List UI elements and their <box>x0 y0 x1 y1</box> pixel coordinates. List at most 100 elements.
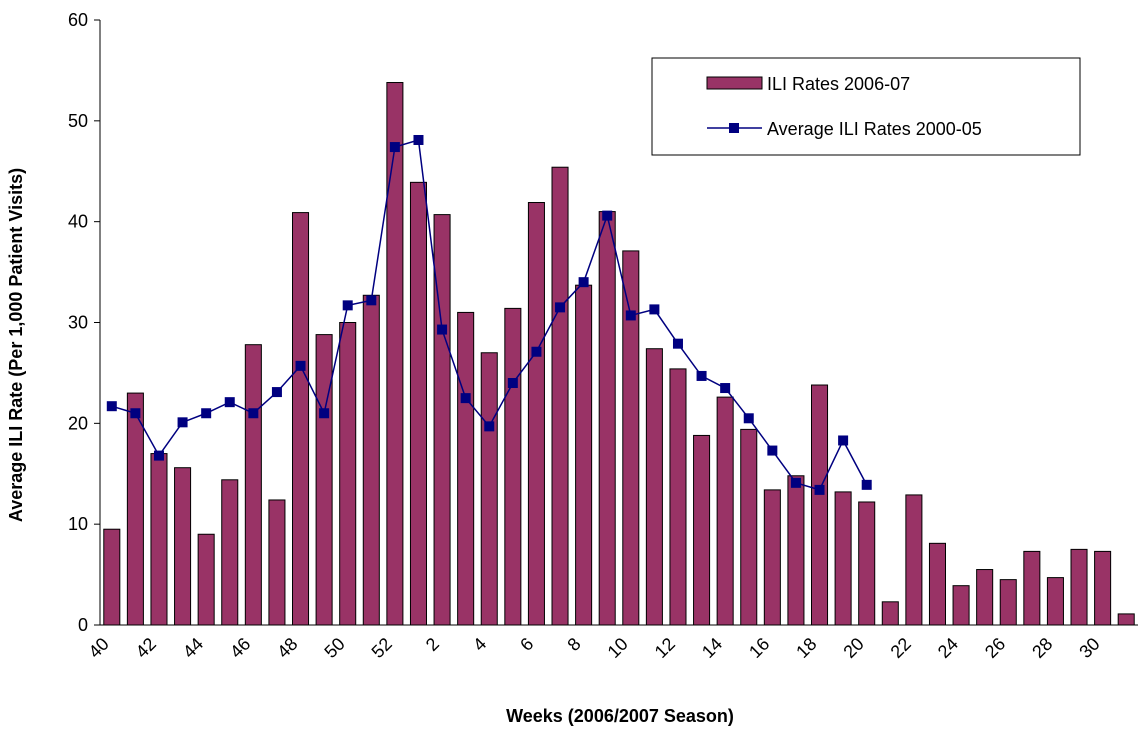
bar <box>126 392 144 626</box>
marker <box>625 310 636 321</box>
bar <box>551 166 569 626</box>
legend-swatch <box>706 76 763 90</box>
x-tick-label: 4 <box>469 634 490 655</box>
bar <box>598 211 616 626</box>
bar <box>197 533 215 626</box>
marker <box>389 142 400 153</box>
marker <box>767 445 778 456</box>
y-axis-label: Average ILI Rate (Per 1,000 Patient Visi… <box>6 168 26 522</box>
bar <box>268 499 286 626</box>
marker <box>696 370 707 381</box>
marker <box>106 401 117 412</box>
x-tick-label: 44 <box>179 634 207 662</box>
y-tick-label: 20 <box>68 413 88 433</box>
x-tick-label: 48 <box>273 634 301 662</box>
marker <box>578 277 589 288</box>
bar <box>527 202 545 626</box>
bar <box>1094 550 1112 626</box>
x-tick-label: 12 <box>651 634 679 662</box>
x-tick-label: 6 <box>516 634 537 655</box>
y-tick-label: 50 <box>68 111 88 131</box>
bar <box>103 528 121 626</box>
x-tick-label: 10 <box>604 634 632 662</box>
x-tick-label: 18 <box>792 634 820 662</box>
bar <box>693 434 711 626</box>
x-tick-label: 16 <box>745 634 773 662</box>
marker <box>460 393 471 404</box>
bar <box>1023 550 1041 626</box>
x-tick-label: 20 <box>839 634 867 662</box>
marker <box>413 134 424 145</box>
marker <box>437 324 448 335</box>
bar <box>174 467 192 626</box>
y-tick-label: 60 <box>68 10 88 30</box>
bar <box>645 348 663 626</box>
bar <box>669 368 687 626</box>
bar <box>881 601 899 626</box>
bar <box>221 479 239 626</box>
marker <box>484 421 495 432</box>
marker <box>201 408 212 419</box>
marker <box>555 302 566 313</box>
bar <box>858 501 876 626</box>
x-tick-label: 2 <box>422 634 443 655</box>
bar <box>811 384 829 626</box>
bar <box>716 396 734 626</box>
bar <box>292 212 310 626</box>
bar <box>763 489 781 626</box>
x-tick-label: 14 <box>698 634 726 662</box>
marker <box>814 484 825 495</box>
marker <box>838 435 849 446</box>
bar <box>622 250 640 626</box>
marker <box>130 408 141 419</box>
legend-label: ILI Rates 2006-07 <box>767 74 910 94</box>
bar <box>999 579 1017 626</box>
x-tick-label: 24 <box>934 634 962 662</box>
marker <box>319 408 330 419</box>
bar <box>976 569 994 626</box>
legend-label: Average ILI Rates 2000-05 <box>767 119 982 139</box>
x-tick-label: 8 <box>563 634 584 655</box>
bar <box>315 334 333 626</box>
bar <box>928 542 946 626</box>
legend-marker <box>729 123 739 133</box>
x-tick-label: 42 <box>132 634 160 662</box>
bar <box>150 453 168 626</box>
x-tick-label: 28 <box>1028 634 1056 662</box>
marker <box>531 346 542 357</box>
marker <box>649 304 660 315</box>
bar <box>1117 613 1135 626</box>
marker <box>271 387 282 398</box>
bar <box>339 322 357 626</box>
bar <box>905 494 923 626</box>
x-tick-label: 52 <box>368 634 396 662</box>
bar <box>433 214 451 626</box>
legend-box <box>651 57 1081 156</box>
bar <box>362 294 380 626</box>
bar <box>1070 548 1088 626</box>
x-tick-label: 30 <box>1075 634 1103 662</box>
marker <box>177 417 188 428</box>
bar <box>457 311 475 626</box>
marker <box>790 477 801 488</box>
x-axis-label: Weeks (2006/2007 Season) <box>506 706 734 726</box>
y-tick-label: 30 <box>68 313 88 333</box>
bar <box>787 475 805 626</box>
marker <box>224 397 235 408</box>
marker <box>743 413 754 424</box>
marker <box>861 479 872 490</box>
marker <box>295 360 306 371</box>
marker <box>342 300 353 311</box>
y-tick-label: 0 <box>78 615 88 635</box>
x-tick-label: 50 <box>320 634 348 662</box>
marker <box>366 295 377 306</box>
marker <box>672 338 683 349</box>
x-tick-label: 22 <box>887 634 915 662</box>
bar <box>409 181 427 626</box>
bar <box>480 352 498 626</box>
x-tick-label: 26 <box>981 634 1009 662</box>
x-tick-label: 46 <box>226 634 254 662</box>
bar <box>575 284 593 626</box>
y-tick-label: 40 <box>68 212 88 232</box>
